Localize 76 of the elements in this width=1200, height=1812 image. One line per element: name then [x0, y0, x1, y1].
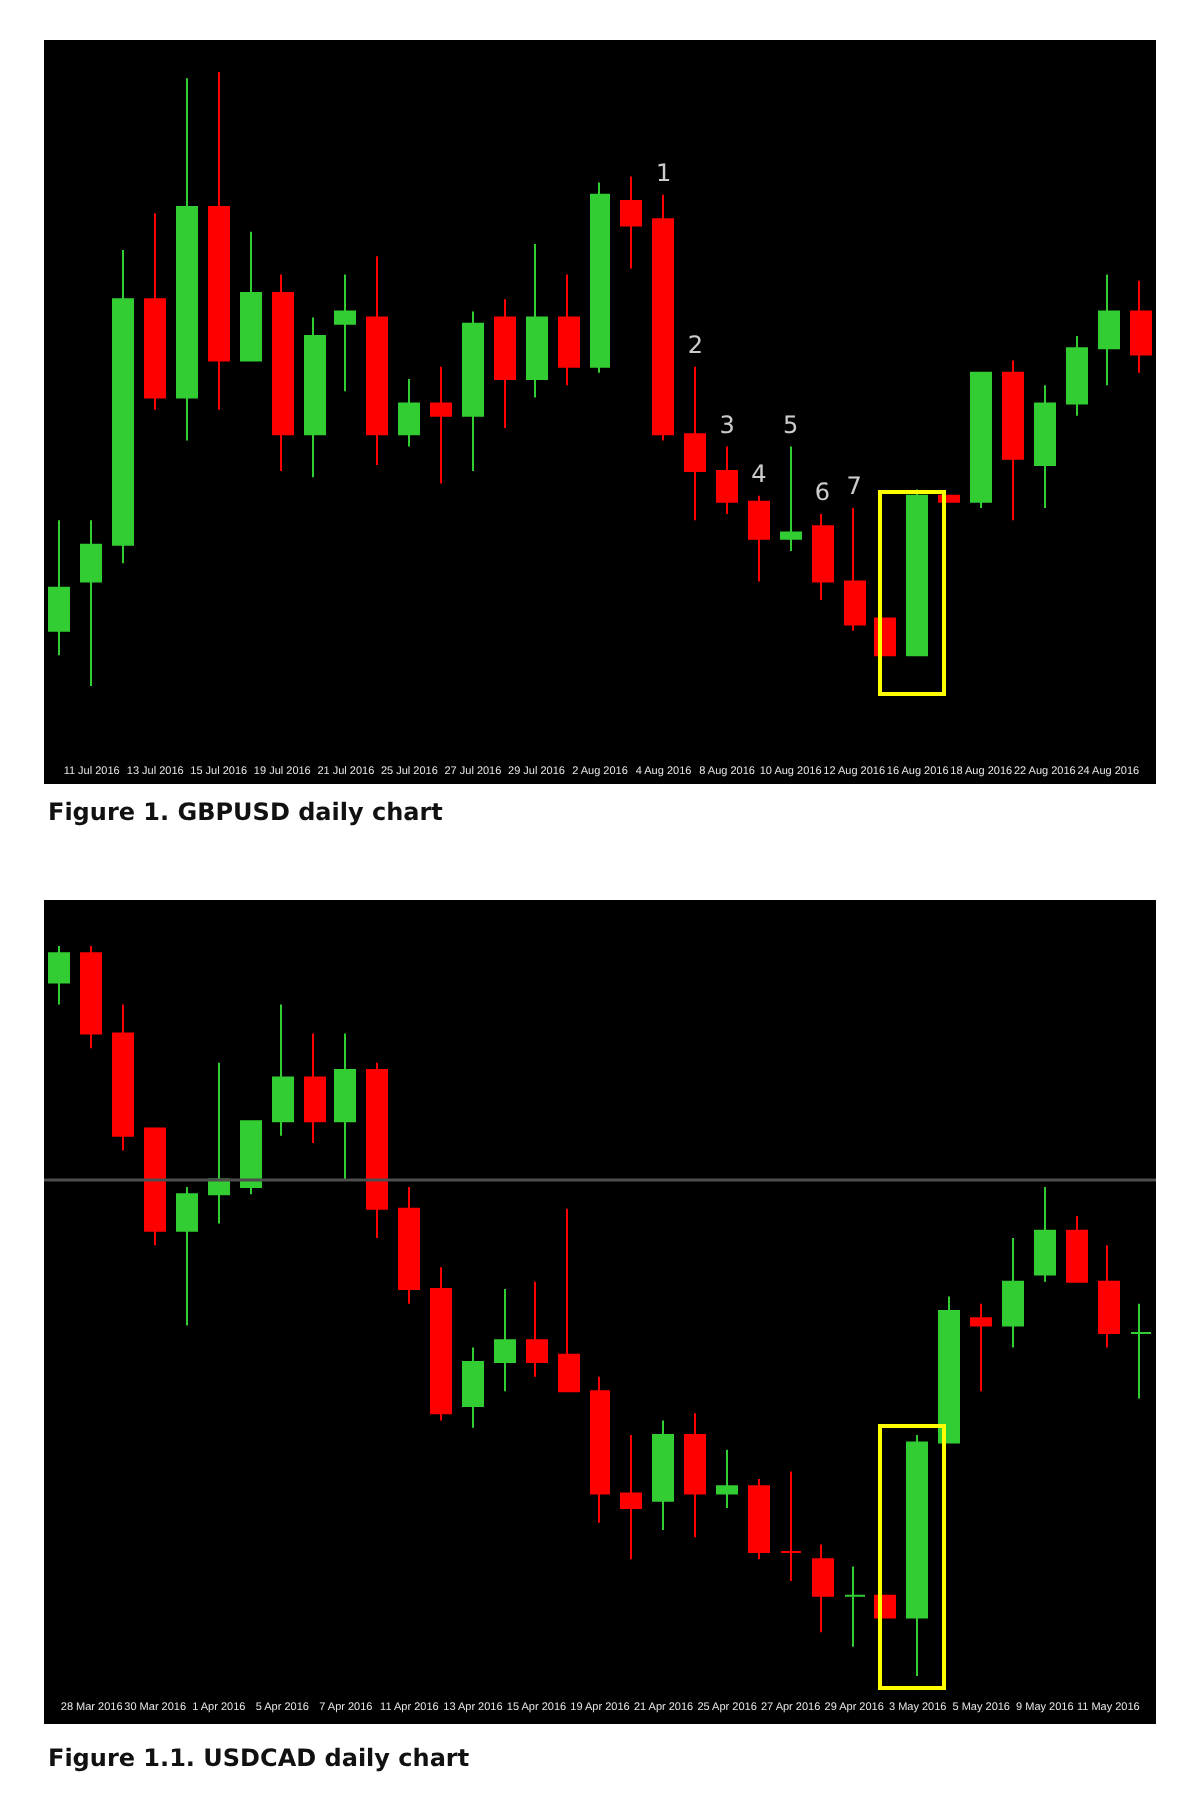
text: 4	[751, 459, 767, 488]
candlestick	[652, 193, 674, 442]
candlestick	[590, 181, 610, 374]
candlestick	[1034, 1185, 1056, 1283]
candlestick	[844, 506, 866, 632]
candlestick	[462, 310, 484, 473]
candlestick	[462, 1346, 484, 1429]
candlestick	[1002, 1237, 1024, 1349]
candlestick	[208, 71, 230, 411]
candlestick	[906, 488, 928, 657]
candlestick	[970, 1302, 992, 1393]
candlestick	[652, 1419, 674, 1531]
candlestick	[272, 273, 294, 473]
candlestick	[398, 1185, 420, 1305]
candlestick	[304, 316, 326, 479]
candlestick	[716, 1448, 738, 1510]
candlestick	[590, 1375, 610, 1524]
candlestick	[398, 378, 420, 448]
candlestick	[304, 1032, 326, 1145]
text: 2	[687, 330, 703, 359]
candlestick	[112, 249, 134, 565]
candlestick	[112, 1003, 134, 1152]
candlestick	[144, 212, 166, 411]
candlestick	[684, 365, 706, 522]
text: 3	[719, 410, 735, 439]
candlestick	[366, 1061, 388, 1239]
text: 1	[655, 158, 672, 187]
text: 6	[814, 478, 831, 507]
candlestick	[1130, 1302, 1152, 1400]
candlestick	[208, 1061, 230, 1225]
candlestick	[430, 365, 452, 485]
candlestick	[716, 445, 738, 516]
candlestick	[494, 1288, 516, 1393]
candlestick	[1066, 335, 1088, 417]
candlestick	[1098, 273, 1120, 387]
candlestick	[334, 1032, 356, 1181]
candlestick	[80, 945, 102, 1050]
candlestick	[558, 1207, 580, 1393]
candlestick	[240, 230, 262, 362]
candlestick	[80, 519, 102, 687]
candlestick	[526, 1280, 548, 1378]
candlestick	[1002, 359, 1024, 522]
text: 7	[846, 471, 862, 500]
candlestick	[748, 494, 770, 583]
candlestick	[748, 1477, 770, 1561]
candlestick	[526, 242, 548, 399]
text: 5	[782, 410, 799, 439]
candlestick	[1098, 1244, 1120, 1349]
candlestick	[366, 255, 388, 466]
candlestick	[780, 445, 802, 552]
candlestick	[144, 1127, 166, 1247]
candlestick	[970, 371, 992, 509]
candlestick	[620, 175, 642, 270]
candlestick	[1130, 279, 1152, 374]
text: Figure 1. GBPUSD daily chart	[48, 798, 443, 826]
candlestick	[430, 1266, 452, 1422]
candlestick	[812, 1543, 834, 1634]
candlestick	[176, 77, 198, 442]
candlestick	[938, 1295, 960, 1444]
candlestick	[558, 273, 580, 387]
candlestick	[906, 1434, 928, 1677]
candlestick	[48, 945, 70, 1006]
candlestick	[844, 1565, 866, 1648]
candlestick	[684, 1412, 706, 1539]
candlestick	[780, 1470, 802, 1583]
candlestick	[620, 1434, 642, 1561]
candlestick	[240, 1120, 262, 1196]
candlestick	[1066, 1215, 1088, 1283]
candlestick	[1034, 384, 1056, 509]
candlestick	[334, 273, 356, 393]
candlestick	[494, 298, 516, 430]
candlestick	[272, 1003, 294, 1137]
candlestick	[176, 1185, 198, 1327]
candlestick	[812, 513, 834, 602]
candlestick	[48, 519, 70, 657]
text: Figure 1.1. USDCAD daily chart	[48, 1744, 470, 1772]
